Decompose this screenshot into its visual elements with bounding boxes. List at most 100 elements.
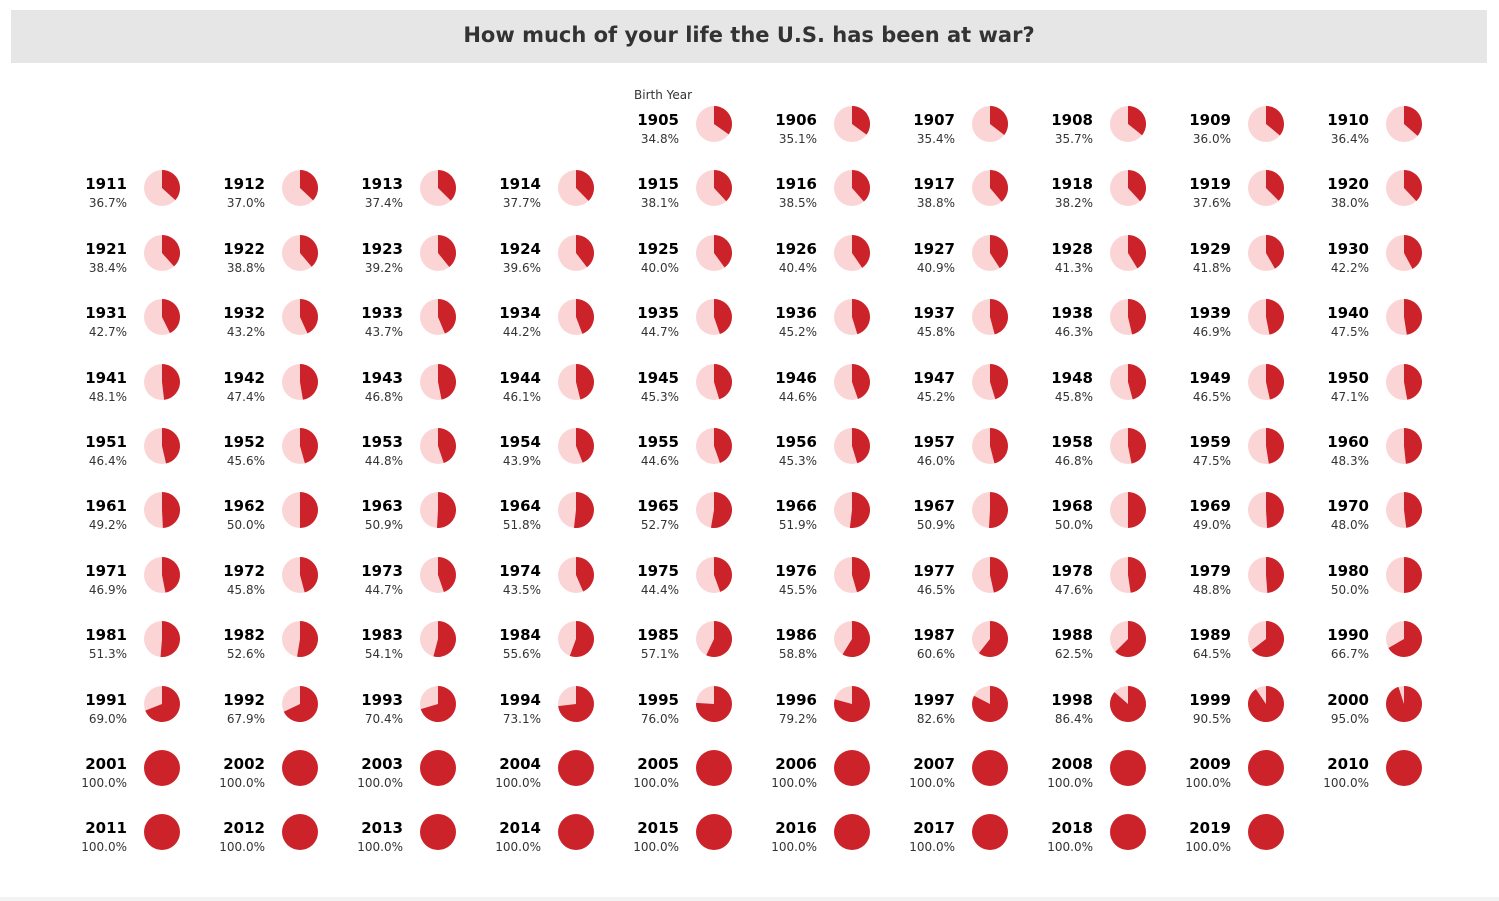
birth-year-label: 1974: [499, 561, 541, 580]
birth-year-label: 1922: [223, 239, 265, 258]
pie-chart-1973: [420, 556, 456, 593]
birth-year-label: 1993: [361, 690, 403, 709]
pie-cell-1994: 1994 73.1%: [457, 685, 595, 749]
birth-year-label: 1946: [775, 368, 817, 387]
pie-chart-1924: [558, 234, 594, 271]
pie-chart-1915: [696, 170, 733, 207]
pie-chart-1934: [558, 299, 595, 336]
pie-war-slice: [1266, 234, 1284, 269]
pie-chart-2002: [282, 750, 318, 786]
pie-war-slice: [1128, 106, 1146, 136]
pie-cell-1931: 1931 42.7%: [43, 298, 181, 362]
pie-war-slice: [300, 492, 318, 529]
pie-chart-2007: [972, 750, 1008, 786]
pie-war-slice: [300, 170, 318, 201]
pie-cell-2005: 2005 100.0%: [595, 749, 733, 813]
war-percent-label: 45.2%: [778, 325, 817, 340]
pie-chart-1941: [144, 363, 180, 400]
war-percent-label: 38.0%: [1330, 196, 1369, 211]
war-percent-label: 42.2%: [1330, 260, 1369, 275]
pie-war-slice: [1128, 556, 1147, 593]
war-percent-label: 55.6%: [502, 647, 541, 662]
pie-cell-1925: 1925 40.0%: [595, 234, 733, 298]
pie-war-slice: [990, 299, 1009, 335]
war-percent-label: 52.7%: [640, 518, 679, 533]
pie-cell-1986: 1986 58.8%: [733, 620, 871, 684]
pie-chart-1946: [834, 363, 870, 400]
war-percent-label: 48.8%: [1192, 582, 1231, 597]
birth-year-label: 1961: [85, 497, 127, 516]
war-percent-label: 48.0%: [1330, 518, 1369, 533]
birth-year-label: 1980: [1327, 561, 1369, 580]
birth-year-label: 2002: [223, 755, 265, 773]
war-percent-label: 36.0%: [1192, 132, 1231, 146]
pie-chart-1926: [834, 234, 870, 271]
war-percent-label: 45.5%: [778, 582, 817, 597]
pie-war-slice: [1247, 685, 1284, 722]
pie-cell-1980: 1980 50.0%: [1285, 556, 1423, 620]
pie-war-slice: [852, 170, 870, 202]
chart-title: How much of your life the U.S. has been …: [463, 23, 1035, 47]
birth-year-label: 1965: [637, 497, 679, 516]
pie-war-slice: [162, 170, 180, 201]
pie-chart-1955: [696, 428, 732, 464]
birth-year-label: 1909: [1189, 111, 1231, 129]
pie-war-slice: [282, 814, 318, 851]
birth-year-label: 1981: [85, 626, 127, 645]
pie-cell-1922: 1922 38.8%: [181, 234, 319, 298]
war-percent-label: 40.0%: [640, 260, 679, 275]
war-percent-label: 100.0%: [909, 776, 955, 790]
war-percent-label: 62.5%: [1054, 647, 1093, 662]
pie-war-slice: [714, 363, 732, 399]
birth-year-label: 1971: [85, 561, 127, 580]
pie-chart-1925: [696, 234, 732, 271]
pie-cell-1943: 1943 46.8%: [319, 363, 457, 427]
war-percent-label: 46.0%: [916, 454, 955, 468]
war-percent-label: 57.1%: [640, 647, 679, 662]
pie-war-slice: [1266, 428, 1285, 464]
pie-war-slice: [990, 234, 1009, 268]
pie-war-slice: [706, 621, 732, 658]
pie-chart-2000: [1385, 685, 1422, 722]
birth-year-label: 2008: [1051, 755, 1093, 773]
birth-year-label: 1944: [499, 368, 541, 387]
pie-cell-1999: 1999 90.5%: [1147, 685, 1285, 749]
pie-cell-1921: 1921 38.4%: [43, 234, 181, 298]
pie-cell-1923: 1923 39.2%: [319, 234, 457, 298]
pie-cell-1936: 1936 45.2%: [733, 298, 871, 362]
pie-cell-1977: 1977 46.5%: [871, 556, 1009, 620]
pie-cell-1919: 1919 37.6%: [1147, 169, 1285, 233]
birth-year-label: 1935: [637, 304, 679, 323]
pie-war-slice: [1110, 750, 1146, 786]
pie-war-slice: [834, 814, 870, 851]
pie-war-slice: [833, 685, 870, 722]
war-percent-label: 47.1%: [1330, 389, 1369, 404]
pie-cell-1965: 1965 52.7%: [595, 491, 733, 555]
birth-year-label: 2006: [775, 755, 817, 773]
pie-war-slice: [990, 106, 1008, 135]
birth-year-label: 1952: [223, 433, 265, 451]
birth-year-label: 1939: [1189, 304, 1231, 323]
pie-chart-1980: [1386, 556, 1422, 593]
birth-year-label: 1989: [1189, 626, 1231, 645]
birth-year-label: 1987: [913, 626, 955, 645]
birth-year-label: 2013: [361, 819, 403, 838]
pie-cell-2006: 2006 100.0%: [733, 749, 871, 813]
pie-cell-1930: 1930 42.2%: [1285, 234, 1423, 298]
pie-chart-1986: [834, 621, 870, 658]
pie-cell-1946: 1946 44.6%: [733, 363, 871, 427]
pie-chart-1976: [834, 556, 871, 593]
pie-chart-1950: [1386, 363, 1422, 400]
pie-chart-1994: [558, 685, 595, 722]
pie-cell-1987: 1987 60.6%: [871, 620, 1009, 684]
pie-war-slice: [990, 556, 1009, 593]
pie-cell-1962: 1962 50.0%: [181, 491, 319, 555]
pie-war-slice: [420, 750, 456, 786]
war-percent-label: 46.5%: [916, 582, 955, 597]
war-percent-label: 40.4%: [778, 260, 817, 275]
pie-chart-1971: [144, 556, 180, 593]
birth-year-label: 1915: [637, 175, 679, 194]
pie-chart-1931: [144, 299, 181, 336]
pie-chart-1919: [1248, 170, 1285, 207]
pie-war-slice: [1266, 106, 1284, 136]
